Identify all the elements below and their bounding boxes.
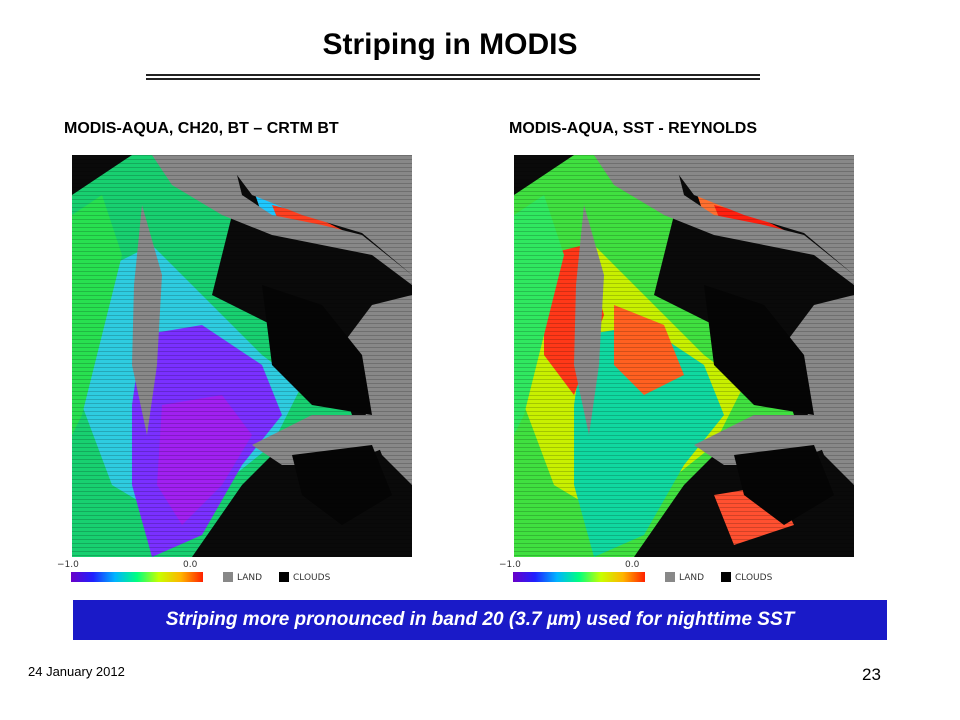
right-legend: −1.0 0.0 LAND CLOUDS: [499, 560, 819, 590]
legend-max-label: 0.0: [625, 560, 640, 570]
land-label: LAND: [237, 573, 263, 583]
legend-max-label: 0.0: [183, 560, 198, 570]
land-swatch: [665, 572, 675, 582]
left-map-image: [72, 155, 412, 557]
colorbar: [513, 572, 645, 582]
page-number: 23: [862, 665, 881, 684]
land-swatch: [223, 572, 233, 582]
slide-date: 24 January 2012: [28, 664, 125, 679]
left-panel-title: MODIS-AQUA, CH20, BT – CRTM BT: [64, 120, 339, 137]
right-panel-title: MODIS-AQUA, SST - REYNOLDS: [509, 120, 758, 137]
colorbar: [71, 572, 203, 582]
legend-min-label: −1.0: [499, 560, 521, 570]
clouds-swatch: [279, 572, 289, 582]
slide-title: Striping in MODIS: [322, 28, 578, 61]
clouds-label: CLOUDS: [293, 573, 331, 583]
right-map-image: [514, 155, 854, 557]
legend-min-label: −1.0: [57, 560, 79, 570]
clouds-label: CLOUDS: [735, 573, 773, 583]
summary-banner: Striping more pronounced in band 20 (3.7…: [73, 600, 887, 640]
left-legend: −1.0 0.0 LAND CLOUDS: [57, 560, 377, 590]
land-label: LAND: [679, 573, 705, 583]
clouds-swatch: [721, 572, 731, 582]
title-underline: [146, 74, 760, 80]
